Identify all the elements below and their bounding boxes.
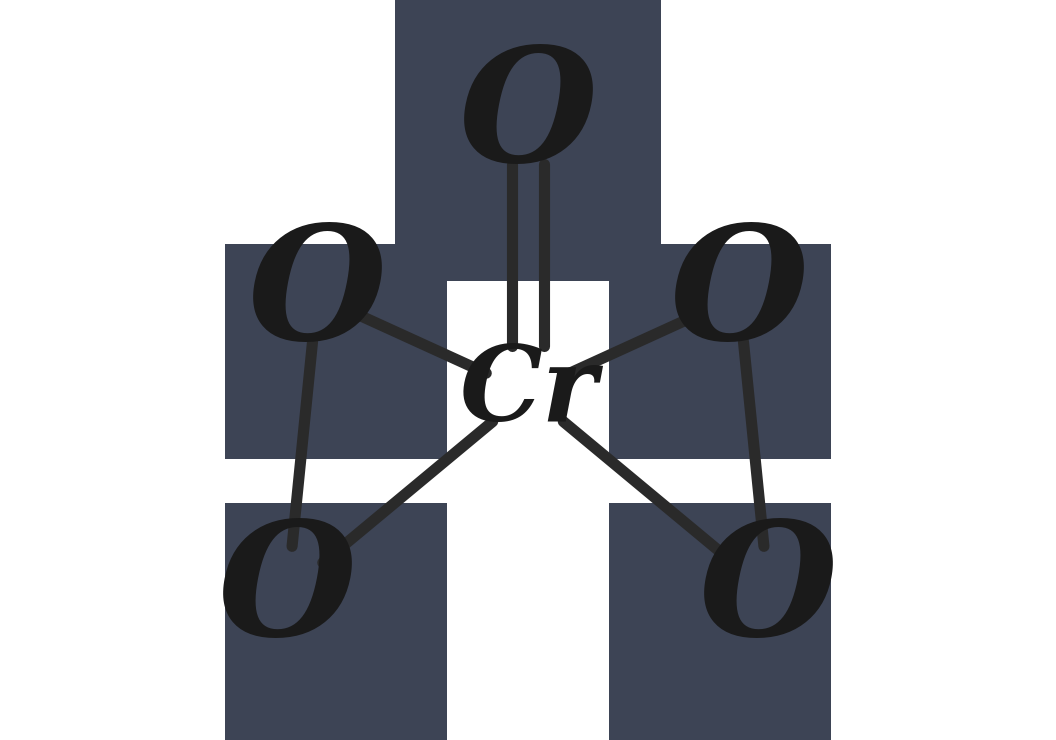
Text: Cr: Cr (459, 341, 597, 443)
Bar (609, 244, 831, 459)
Text: O: O (670, 219, 809, 373)
Text: O: O (699, 515, 838, 669)
Bar (225, 244, 447, 459)
Text: O: O (218, 515, 357, 669)
Text: O: O (247, 219, 386, 373)
Text: O: O (458, 41, 598, 195)
Bar (395, 0, 661, 281)
Bar (609, 503, 831, 740)
Bar (225, 503, 447, 740)
